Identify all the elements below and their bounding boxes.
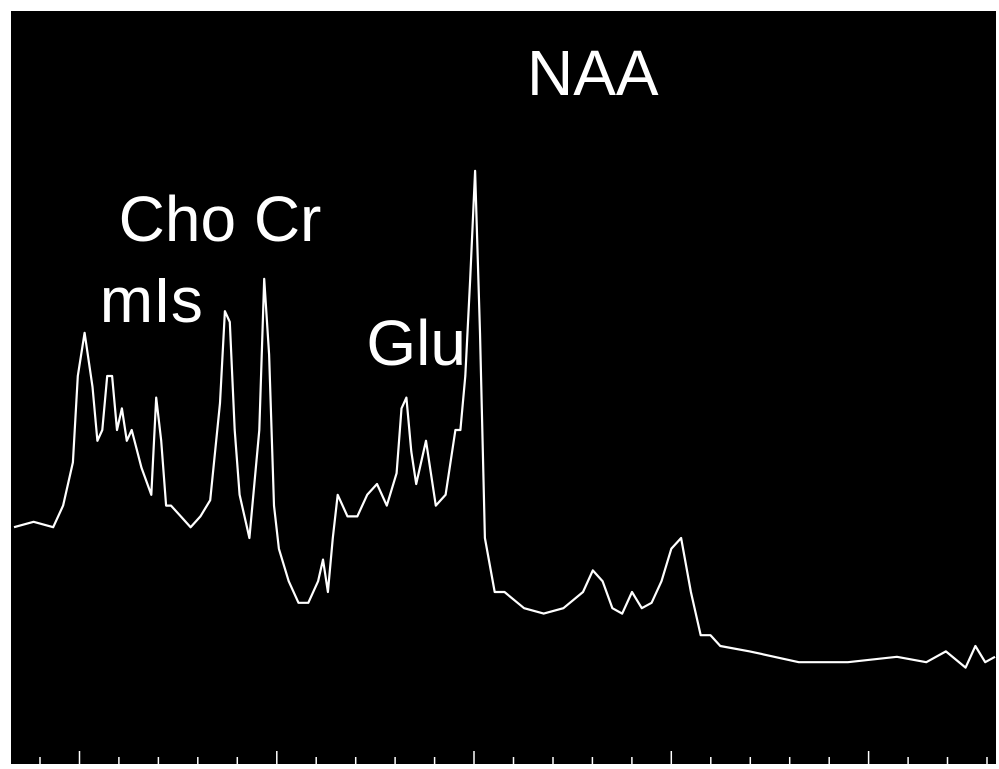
peak-label-glu: Glu <box>366 307 466 379</box>
peak-label-mis: mIs <box>100 264 203 336</box>
peak-label-cho-cr: Cho Cr <box>119 183 322 255</box>
peak-labels: NAA Cho Cr mIs Glu <box>100 37 659 379</box>
peak-label-naa: NAA <box>527 37 659 109</box>
plot-background <box>10 10 997 765</box>
x-axis-ticks <box>39 751 988 764</box>
plot-frame <box>9 9 998 766</box>
spectrum-line <box>13 169 996 669</box>
